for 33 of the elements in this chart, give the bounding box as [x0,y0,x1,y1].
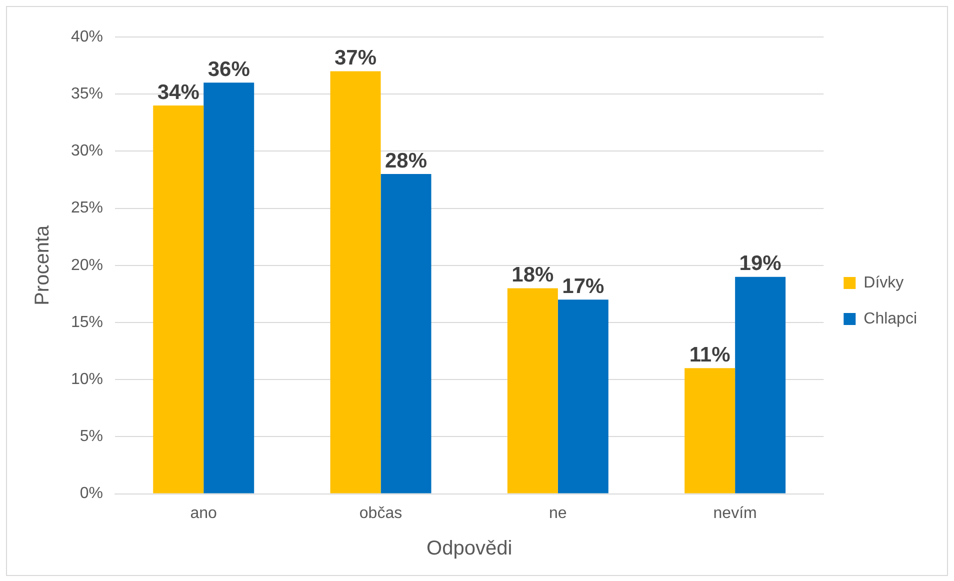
data-label: 18% [512,264,554,287]
x-tick-label: ano [190,504,218,522]
data-label: 34% [157,80,200,104]
data-label: 19% [739,252,782,276]
bar [380,174,432,494]
data-label: 28% [384,149,428,172]
y-tick-label: 0% [80,485,104,502]
y-tick-label: 25% [70,200,104,217]
y-tick-label: 15% [70,314,104,331]
y-tick-label: 10% [70,371,104,388]
bar [507,288,558,494]
bar [735,276,786,494]
x-tick-label: nevím [713,504,757,522]
data-label: 36% [208,58,250,81]
legend-label: Dívky [864,274,904,292]
y-tick-label: 20% [70,256,104,274]
bar [153,106,204,494]
bar [558,300,608,494]
bar [330,71,381,494]
y-tick-label: 40% [70,28,104,46]
x-tick-label: občas [359,504,402,522]
y-tick-label: 30% [70,142,104,160]
data-label: 11% [689,343,731,366]
y-axis-title: Procenta [32,224,54,306]
y-tick-label: 35% [70,86,104,103]
bar [684,368,736,494]
y-tick-label: 5% [80,428,104,446]
legend-label: Chlapci [864,310,917,328]
x-tick-label: ne [549,504,567,522]
bar [204,82,254,494]
data-label: 17% [562,274,604,298]
data-label: 37% [334,46,377,70]
x-axis-title: Odpovědi [426,538,512,560]
